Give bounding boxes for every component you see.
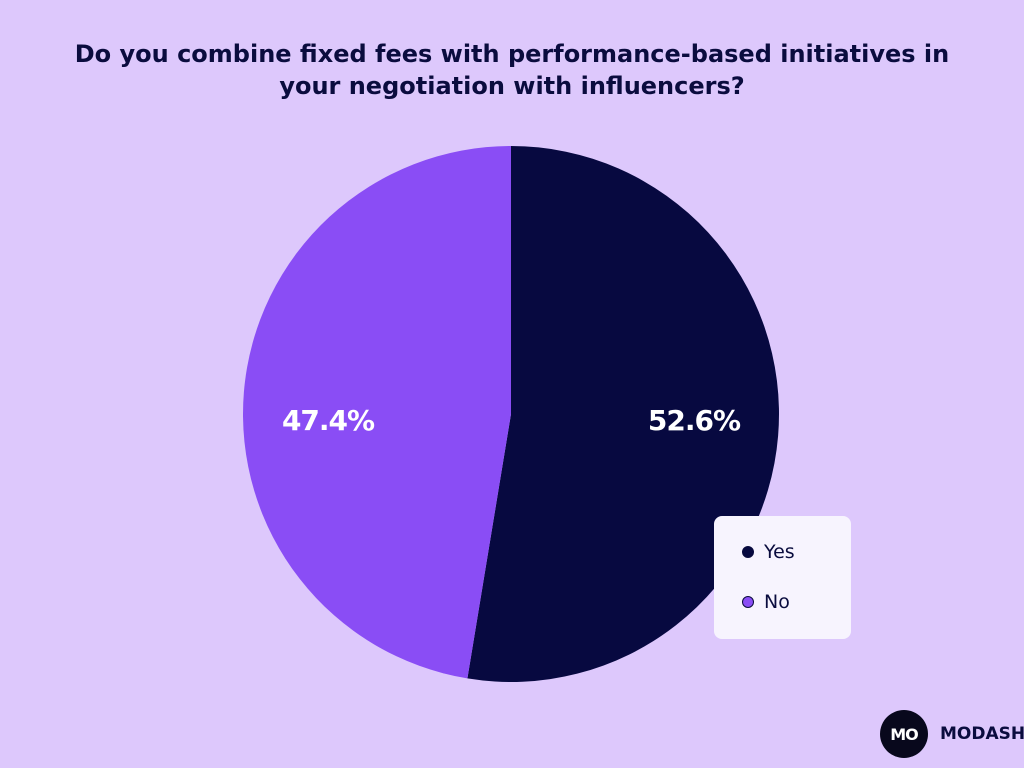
- legend-label-no: No: [764, 591, 790, 613]
- brand: MO MODASH: [880, 710, 1024, 758]
- pie-label-yes: 52.6%: [648, 404, 741, 437]
- legend-label-yes: Yes: [764, 541, 795, 563]
- legend-item-yes: Yes: [742, 540, 851, 564]
- modash-logo: MO: [880, 710, 928, 758]
- legend-swatch-no: [742, 596, 754, 608]
- pie-label-no: 47.4%: [282, 404, 375, 437]
- chart-title-line-1: Do you combine fixed fees with performan…: [74, 40, 950, 68]
- brand-name: MODASH: [940, 724, 1024, 744]
- chart-title: Do you combine fixed fees with performan…: [40, 38, 984, 102]
- pie-slice-yes: [467, 146, 780, 682]
- chart-legend: Yes No: [714, 516, 851, 639]
- pie-slice-no: [243, 146, 511, 679]
- legend-item-no: No: [742, 590, 851, 614]
- chart-title-line-2: your negotiation with influencers?: [279, 72, 745, 100]
- legend-swatch-yes: [742, 546, 754, 558]
